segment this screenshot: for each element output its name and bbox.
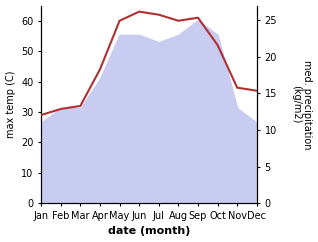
- X-axis label: date (month): date (month): [108, 227, 190, 236]
- Y-axis label: max temp (C): max temp (C): [5, 71, 16, 138]
- Y-axis label: med. precipitation
(kg/m2): med. precipitation (kg/m2): [291, 60, 313, 149]
